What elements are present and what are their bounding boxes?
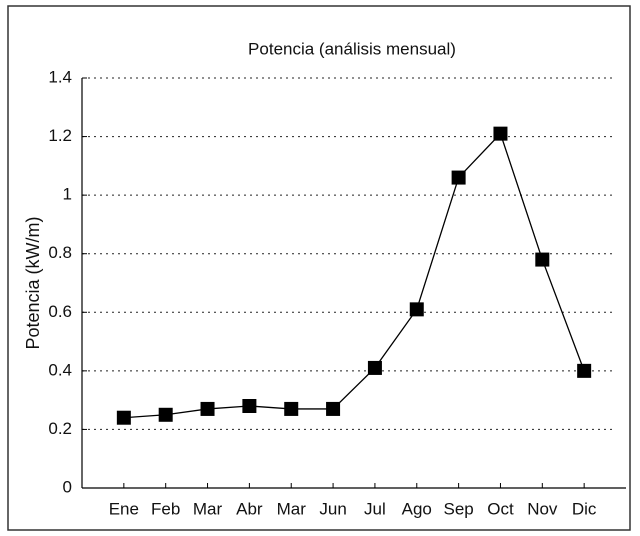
data-point [451,170,466,185]
x-tick-label: Mar [193,499,223,518]
x-tick-label: Ago [402,499,432,518]
x-tick-label: Jun [319,499,346,518]
y-tick-label: 0.2 [48,419,72,438]
data-point [200,401,215,416]
x-tick-label: Mar [277,499,307,518]
data-point [158,407,173,422]
x-tick-label: Oct [487,499,514,518]
y-tick-label: 0 [63,477,72,496]
data-point [116,410,131,425]
y-tick-label: 1 [63,185,72,204]
data-point [493,126,508,141]
y-tick-label: 0.6 [48,302,72,321]
y-tick-label: 0.8 [48,243,72,262]
data-point [535,252,550,267]
y-tick-label: 1.4 [48,67,72,86]
x-tick-label: Sep [443,499,473,518]
x-tick-label: Feb [151,499,180,518]
data-point [577,363,592,378]
data-point [242,399,257,413]
chart-frame [7,5,631,531]
y-tick-label: 0.4 [48,360,72,379]
x-tick-label: Jul [364,499,386,518]
x-tick-label: Abr [236,499,263,518]
data-point [409,302,424,317]
y-tick-label: 1.2 [48,126,72,145]
y-axis-label: Potencia (kW/m) [23,216,43,349]
data-point [326,401,341,416]
data-point [284,401,299,416]
chart-title: Potencia (análisis mensual) [248,39,456,58]
data-point [367,360,382,375]
x-tick-label: Nov [527,499,558,518]
data-line [123,132,585,419]
x-tick-label: Dic [572,499,597,518]
x-tick-label: Ene [109,499,139,518]
